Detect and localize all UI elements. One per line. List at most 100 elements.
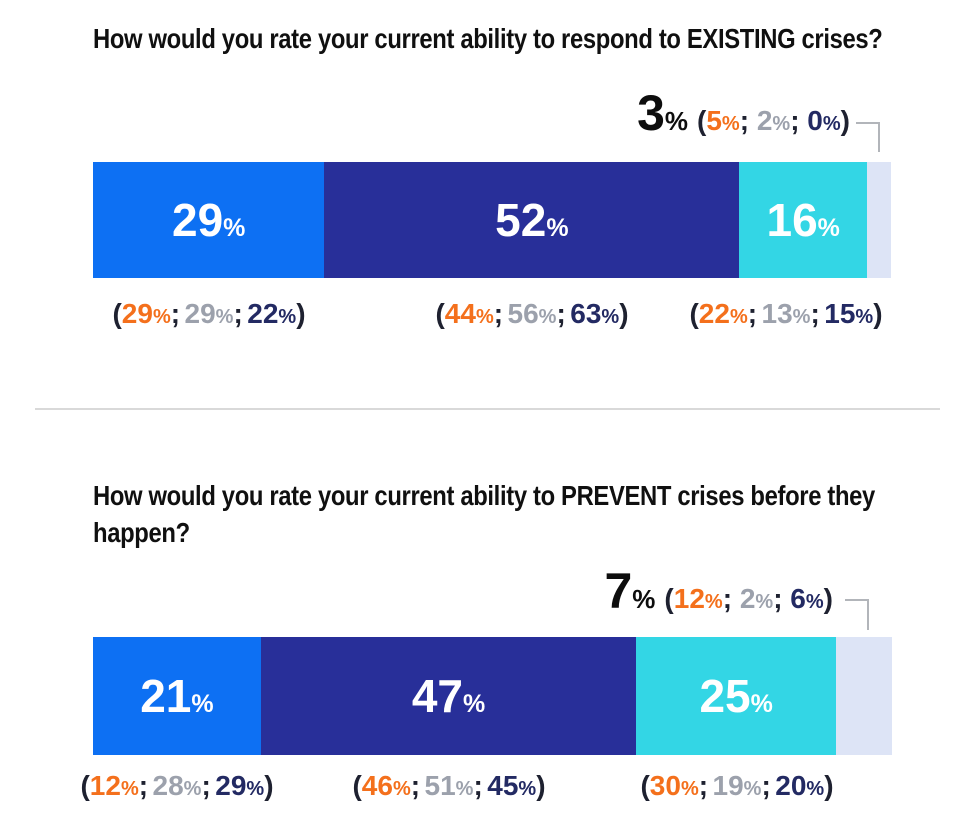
percent-sign: %: [792, 306, 811, 328]
bar-segment: 29%: [93, 162, 325, 278]
bar-segment: 21%: [93, 637, 261, 755]
separator: ;: [739, 105, 750, 136]
open-paren: (: [435, 298, 445, 329]
breakdown-label: (44%; 56%; 63%): [435, 298, 628, 330]
breakdown-value: 45: [487, 770, 519, 801]
percent-sign: %: [822, 113, 841, 135]
breakdown-label: (30%; 19%; 20%): [640, 770, 833, 802]
separator: ;: [493, 298, 504, 329]
segment-label: 47%: [412, 669, 485, 723]
percent-sign: %: [246, 778, 265, 800]
breakdown-value: 12: [673, 583, 705, 614]
percent-sign: %: [817, 214, 840, 242]
bar-segment: 25%: [636, 637, 837, 755]
separator: ;: [556, 298, 566, 329]
percent-sign: %: [772, 113, 791, 135]
breakdown-value: 28: [152, 770, 184, 801]
separator: ;: [201, 770, 211, 801]
segment-value: 47: [411, 670, 463, 722]
annotation-breakdown: (5%; 2%; 0%): [697, 105, 850, 136]
open-paren: (: [112, 298, 122, 329]
close-paren: ): [619, 298, 629, 329]
separator: ;: [773, 583, 783, 614]
segment-label: 16%: [766, 193, 839, 247]
breakdown-value: 30: [649, 770, 681, 801]
close-paren: ): [840, 105, 850, 136]
segment-label: 21%: [140, 669, 213, 723]
percent-sign: %: [750, 690, 773, 718]
bar-segment-small: [867, 162, 891, 278]
callout-line: [845, 599, 869, 630]
percent-sign: %: [278, 306, 297, 328]
percent-sign: %: [120, 778, 139, 800]
percent-sign: %: [664, 106, 688, 136]
breakdown-value: 63: [570, 298, 602, 329]
separator: ;: [790, 105, 800, 136]
separator: ;: [722, 583, 733, 614]
chart1-small-segment-annotation: 3% (5%; 2%; 0%): [637, 88, 850, 138]
segment-value: 52: [495, 194, 547, 246]
separator: ;: [170, 298, 181, 329]
separator: ;: [698, 770, 709, 801]
percent-sign: %: [743, 778, 762, 800]
breakdown-value: 29: [184, 298, 216, 329]
separator: ;: [233, 298, 243, 329]
breakdown-label: (22%; 13%; 15%): [689, 298, 882, 330]
percent-sign: %: [755, 591, 774, 613]
breakdown-value: 6: [790, 583, 806, 614]
breakdown-value: 29: [121, 298, 153, 329]
annotation-value: 7: [604, 563, 633, 619]
breakdown-value: 2: [756, 105, 773, 136]
callout-line: [856, 122, 880, 152]
breakdown-value: 0: [807, 105, 823, 136]
segment-label: 29%: [172, 193, 245, 247]
breakdown-value: 29: [215, 770, 247, 801]
open-paren: (: [689, 298, 699, 329]
percent-sign: %: [215, 306, 234, 328]
percent-sign: %: [601, 306, 620, 328]
open-paren: (: [640, 770, 650, 801]
segment-label: 25%: [699, 669, 772, 723]
breakdown-value: 15: [824, 298, 856, 329]
segment-label: 52%: [495, 193, 568, 247]
percent-sign: %: [704, 591, 723, 613]
bar-segment-small: [836, 637, 892, 755]
close-paren: ): [264, 770, 274, 801]
chart2-stacked-bar: 21% 47% 25%: [93, 637, 892, 755]
close-paren: ): [296, 298, 306, 329]
segment-value: 29: [172, 194, 224, 246]
separator: ;: [810, 298, 820, 329]
percent-sign: %: [729, 306, 748, 328]
percent-sign: %: [538, 306, 557, 328]
open-paren: (: [352, 770, 362, 801]
separator: ;: [473, 770, 483, 801]
close-paren: ): [536, 770, 546, 801]
percent-sign: %: [855, 306, 874, 328]
breakdown-value: 22: [247, 298, 279, 329]
open-paren: (: [697, 105, 707, 136]
bar-segment: 47%: [260, 637, 637, 755]
annotation-breakdown: (12%; 2%; 6%): [664, 583, 833, 614]
breakdown-value: 46: [361, 770, 393, 801]
annotation-value: 3: [637, 85, 665, 141]
breakdown-label: (29%; 29%; 22%): [112, 298, 305, 330]
separator: ;: [747, 298, 758, 329]
breakdown-value: 20: [775, 770, 807, 801]
breakdown-value: 19: [712, 770, 744, 801]
segment-value: 25: [699, 670, 751, 722]
percent-sign: %: [518, 778, 537, 800]
percent-sign: %: [806, 778, 825, 800]
percent-sign: %: [152, 306, 171, 328]
percent-sign: %: [632, 584, 656, 614]
percent-sign: %: [721, 113, 740, 135]
separator: ;: [138, 770, 149, 801]
close-paren: ): [824, 770, 834, 801]
percent-sign: %: [463, 690, 486, 718]
segment-value: 21: [140, 670, 192, 722]
chart2-small-segment-annotation: 7% (12%; 2%; 6%): [604, 566, 833, 616]
segment-value: 16: [766, 194, 818, 246]
bar-segment: 16%: [739, 162, 868, 278]
open-paren: (: [664, 583, 674, 614]
chart1-title: How would you rate your current ability …: [93, 23, 883, 54]
